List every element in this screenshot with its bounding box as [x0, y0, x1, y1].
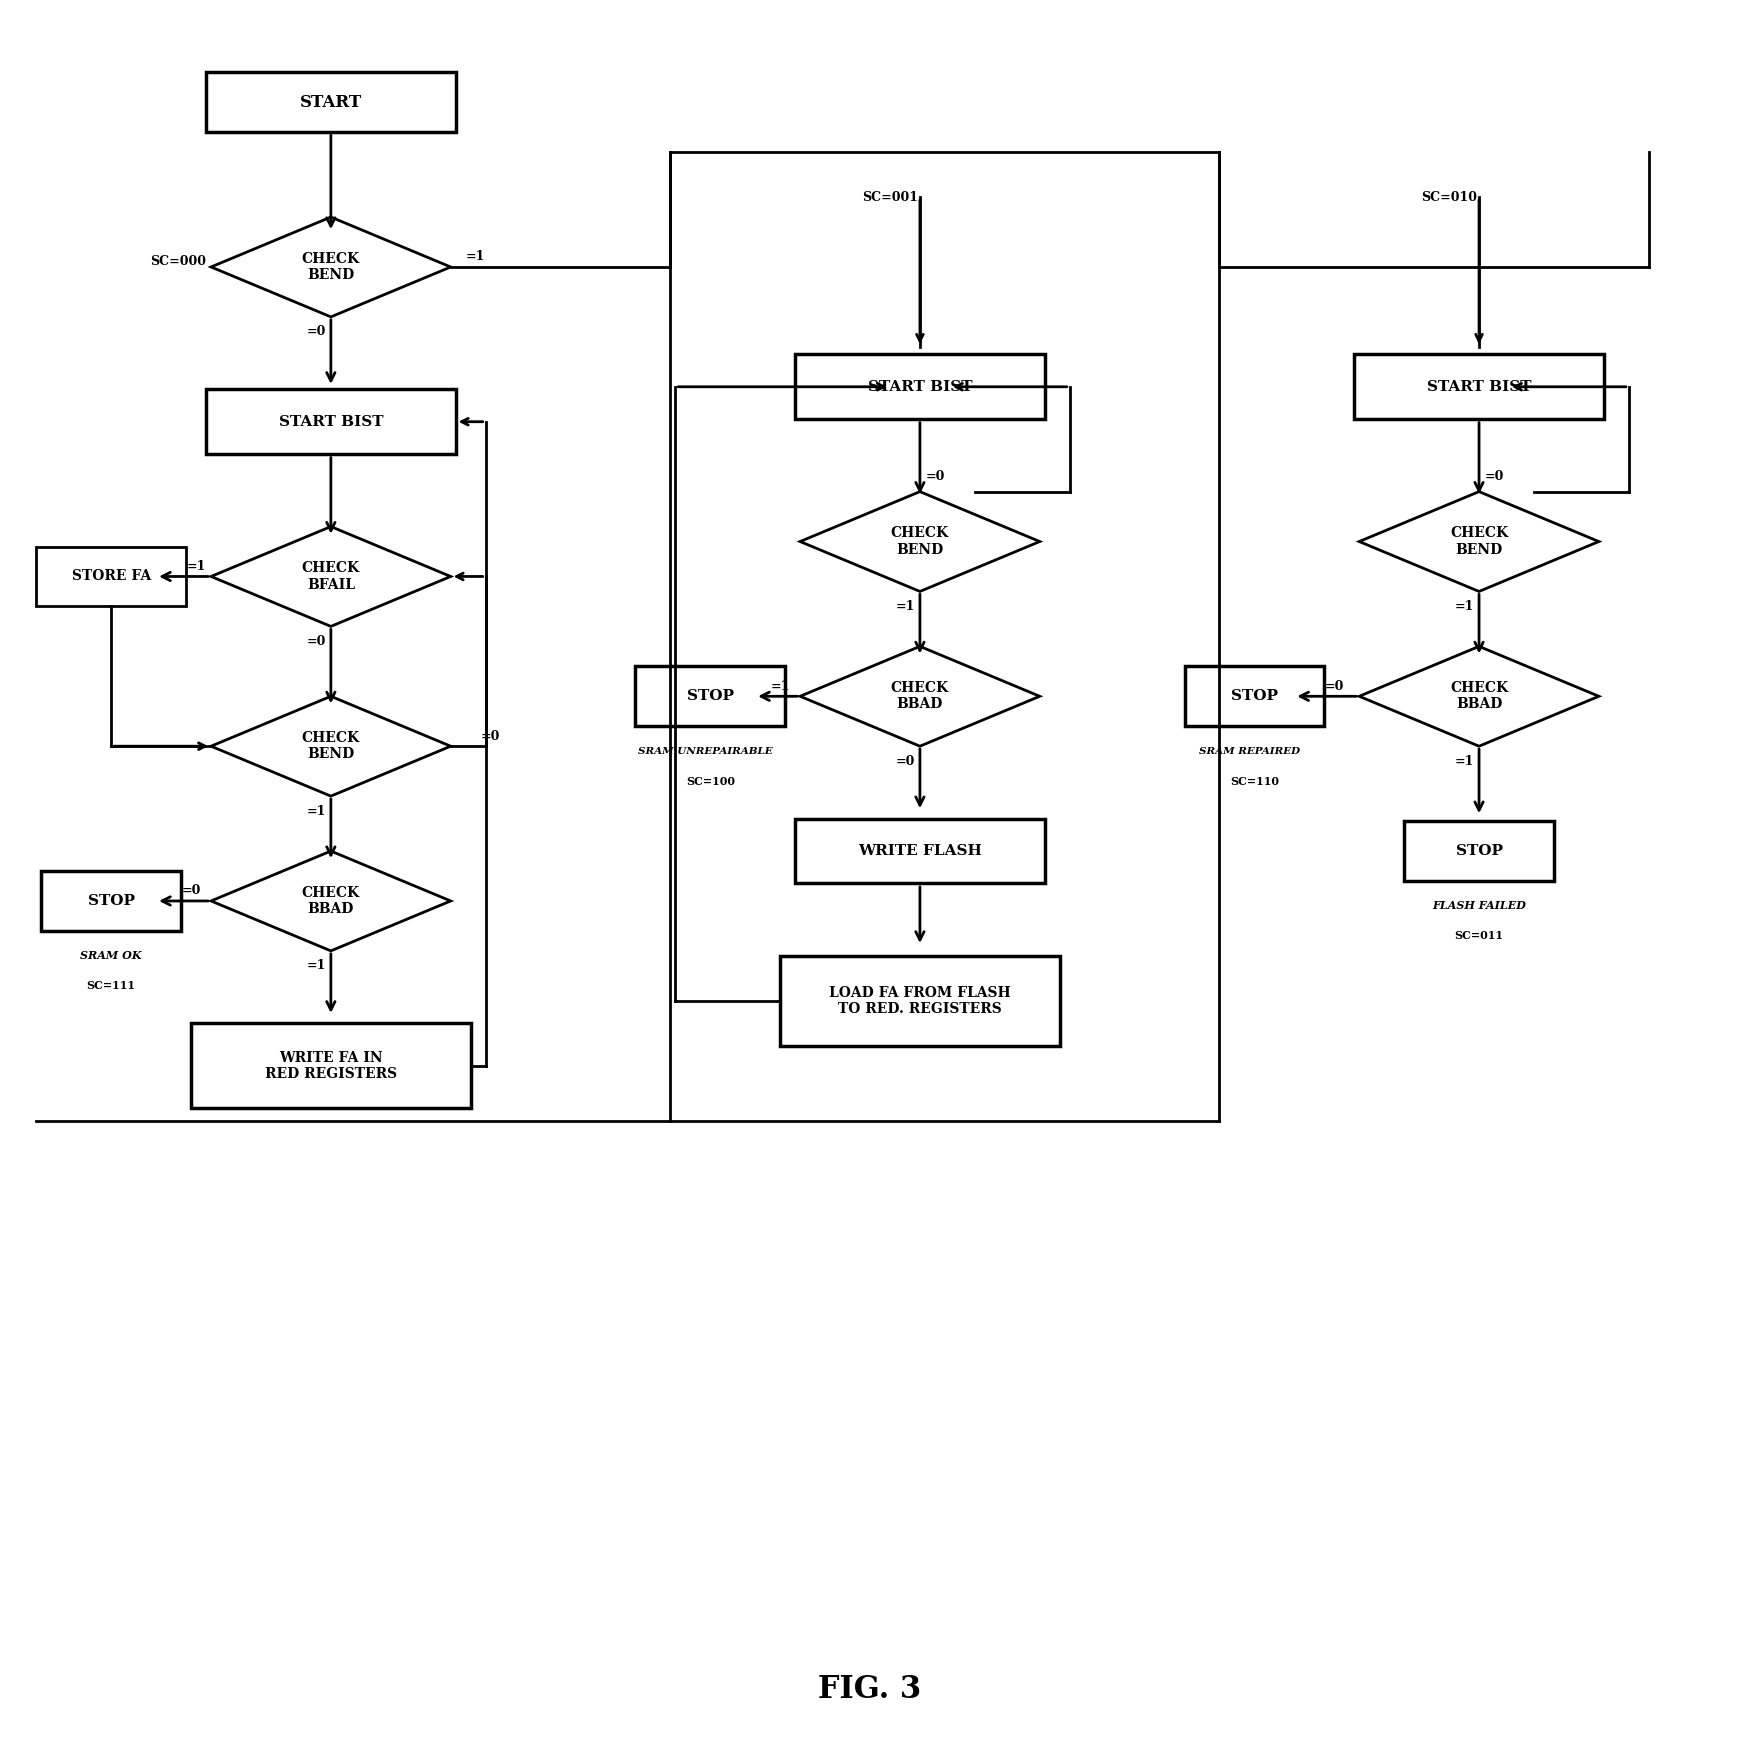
Text: WRITE FLASH: WRITE FLASH [858, 844, 982, 858]
FancyBboxPatch shape [206, 389, 456, 454]
FancyBboxPatch shape [1354, 354, 1604, 418]
Text: START BIST: START BIST [868, 380, 971, 394]
Text: CHECK
BBAD: CHECK BBAD [891, 681, 949, 711]
Text: SC=100: SC=100 [687, 776, 735, 786]
Text: STOP: STOP [687, 690, 734, 704]
Text: SRAM REPAIRED: SRAM REPAIRED [1198, 746, 1300, 756]
Text: SC=110: SC=110 [1230, 776, 1279, 786]
Text: STOP: STOP [1455, 844, 1502, 858]
Text: CHECK
BBAD: CHECK BBAD [302, 886, 360, 916]
Polygon shape [211, 527, 451, 627]
Text: START: START [300, 95, 362, 110]
Polygon shape [211, 217, 451, 317]
Text: LOAD FA FROM FLASH
TO RED. REGISTERS: LOAD FA FROM FLASH TO RED. REGISTERS [830, 986, 1012, 1016]
Text: =0: =0 [926, 469, 945, 483]
FancyBboxPatch shape [206, 72, 456, 131]
Polygon shape [1359, 646, 1599, 746]
Polygon shape [211, 697, 451, 797]
Text: CHECK
BEND: CHECK BEND [302, 252, 360, 282]
FancyBboxPatch shape [795, 354, 1045, 418]
Text: START BIST: START BIST [1427, 380, 1532, 394]
Text: =0: =0 [306, 326, 325, 338]
Text: =1: =1 [306, 960, 325, 972]
Text: =1: =1 [466, 250, 486, 263]
FancyBboxPatch shape [1405, 821, 1553, 881]
FancyBboxPatch shape [190, 1023, 470, 1108]
Text: CHECK
BFAIL: CHECK BFAIL [302, 562, 360, 592]
Text: =1: =1 [1454, 601, 1474, 613]
Polygon shape [1359, 492, 1599, 592]
Text: =0: =0 [894, 755, 915, 767]
Text: =0: =0 [306, 636, 325, 648]
FancyBboxPatch shape [636, 667, 784, 727]
Text: STOP: STOP [1232, 690, 1277, 704]
Text: =1: =1 [770, 679, 790, 693]
Text: CHECK
BBAD: CHECK BBAD [1450, 681, 1508, 711]
Text: SRAM OK: SRAM OK [80, 951, 142, 961]
Text: =0: =0 [1485, 469, 1504, 483]
Text: =1: =1 [894, 601, 915, 613]
Text: CHECK
BEND: CHECK BEND [891, 527, 949, 557]
FancyBboxPatch shape [42, 870, 182, 932]
Text: =0: =0 [480, 730, 500, 742]
Text: CHECK
BEND: CHECK BEND [1450, 527, 1508, 557]
Text: SC=111: SC=111 [87, 981, 136, 991]
Text: =1: =1 [306, 805, 325, 818]
Text: START BIST: START BIST [278, 415, 383, 429]
Text: SC=001: SC=001 [861, 191, 917, 203]
FancyBboxPatch shape [1184, 667, 1324, 727]
Text: CHECK
BEND: CHECK BEND [302, 732, 360, 762]
Text: =0: =0 [182, 884, 201, 898]
Text: =1: =1 [1454, 755, 1474, 767]
Text: =1: =1 [187, 560, 206, 573]
Text: FIG. 3: FIG. 3 [818, 1674, 922, 1705]
Polygon shape [800, 492, 1039, 592]
Text: FLASH FAILED: FLASH FAILED [1433, 900, 1525, 912]
Text: STORE FA: STORE FA [72, 569, 150, 583]
FancyBboxPatch shape [781, 956, 1060, 1045]
Text: STOP: STOP [87, 895, 135, 909]
FancyBboxPatch shape [37, 546, 187, 606]
Text: SC=000: SC=000 [150, 256, 206, 268]
Polygon shape [800, 646, 1039, 746]
Text: WRITE FA IN
RED REGISTERS: WRITE FA IN RED REGISTERS [266, 1051, 397, 1080]
Text: =0: =0 [1324, 679, 1343, 693]
Text: SC=010: SC=010 [1420, 191, 1476, 203]
FancyBboxPatch shape [795, 818, 1045, 884]
Polygon shape [211, 851, 451, 951]
Text: SC=011: SC=011 [1455, 930, 1504, 942]
Text: SRAM UNREPAIRABLE: SRAM UNREPAIRABLE [638, 746, 772, 756]
